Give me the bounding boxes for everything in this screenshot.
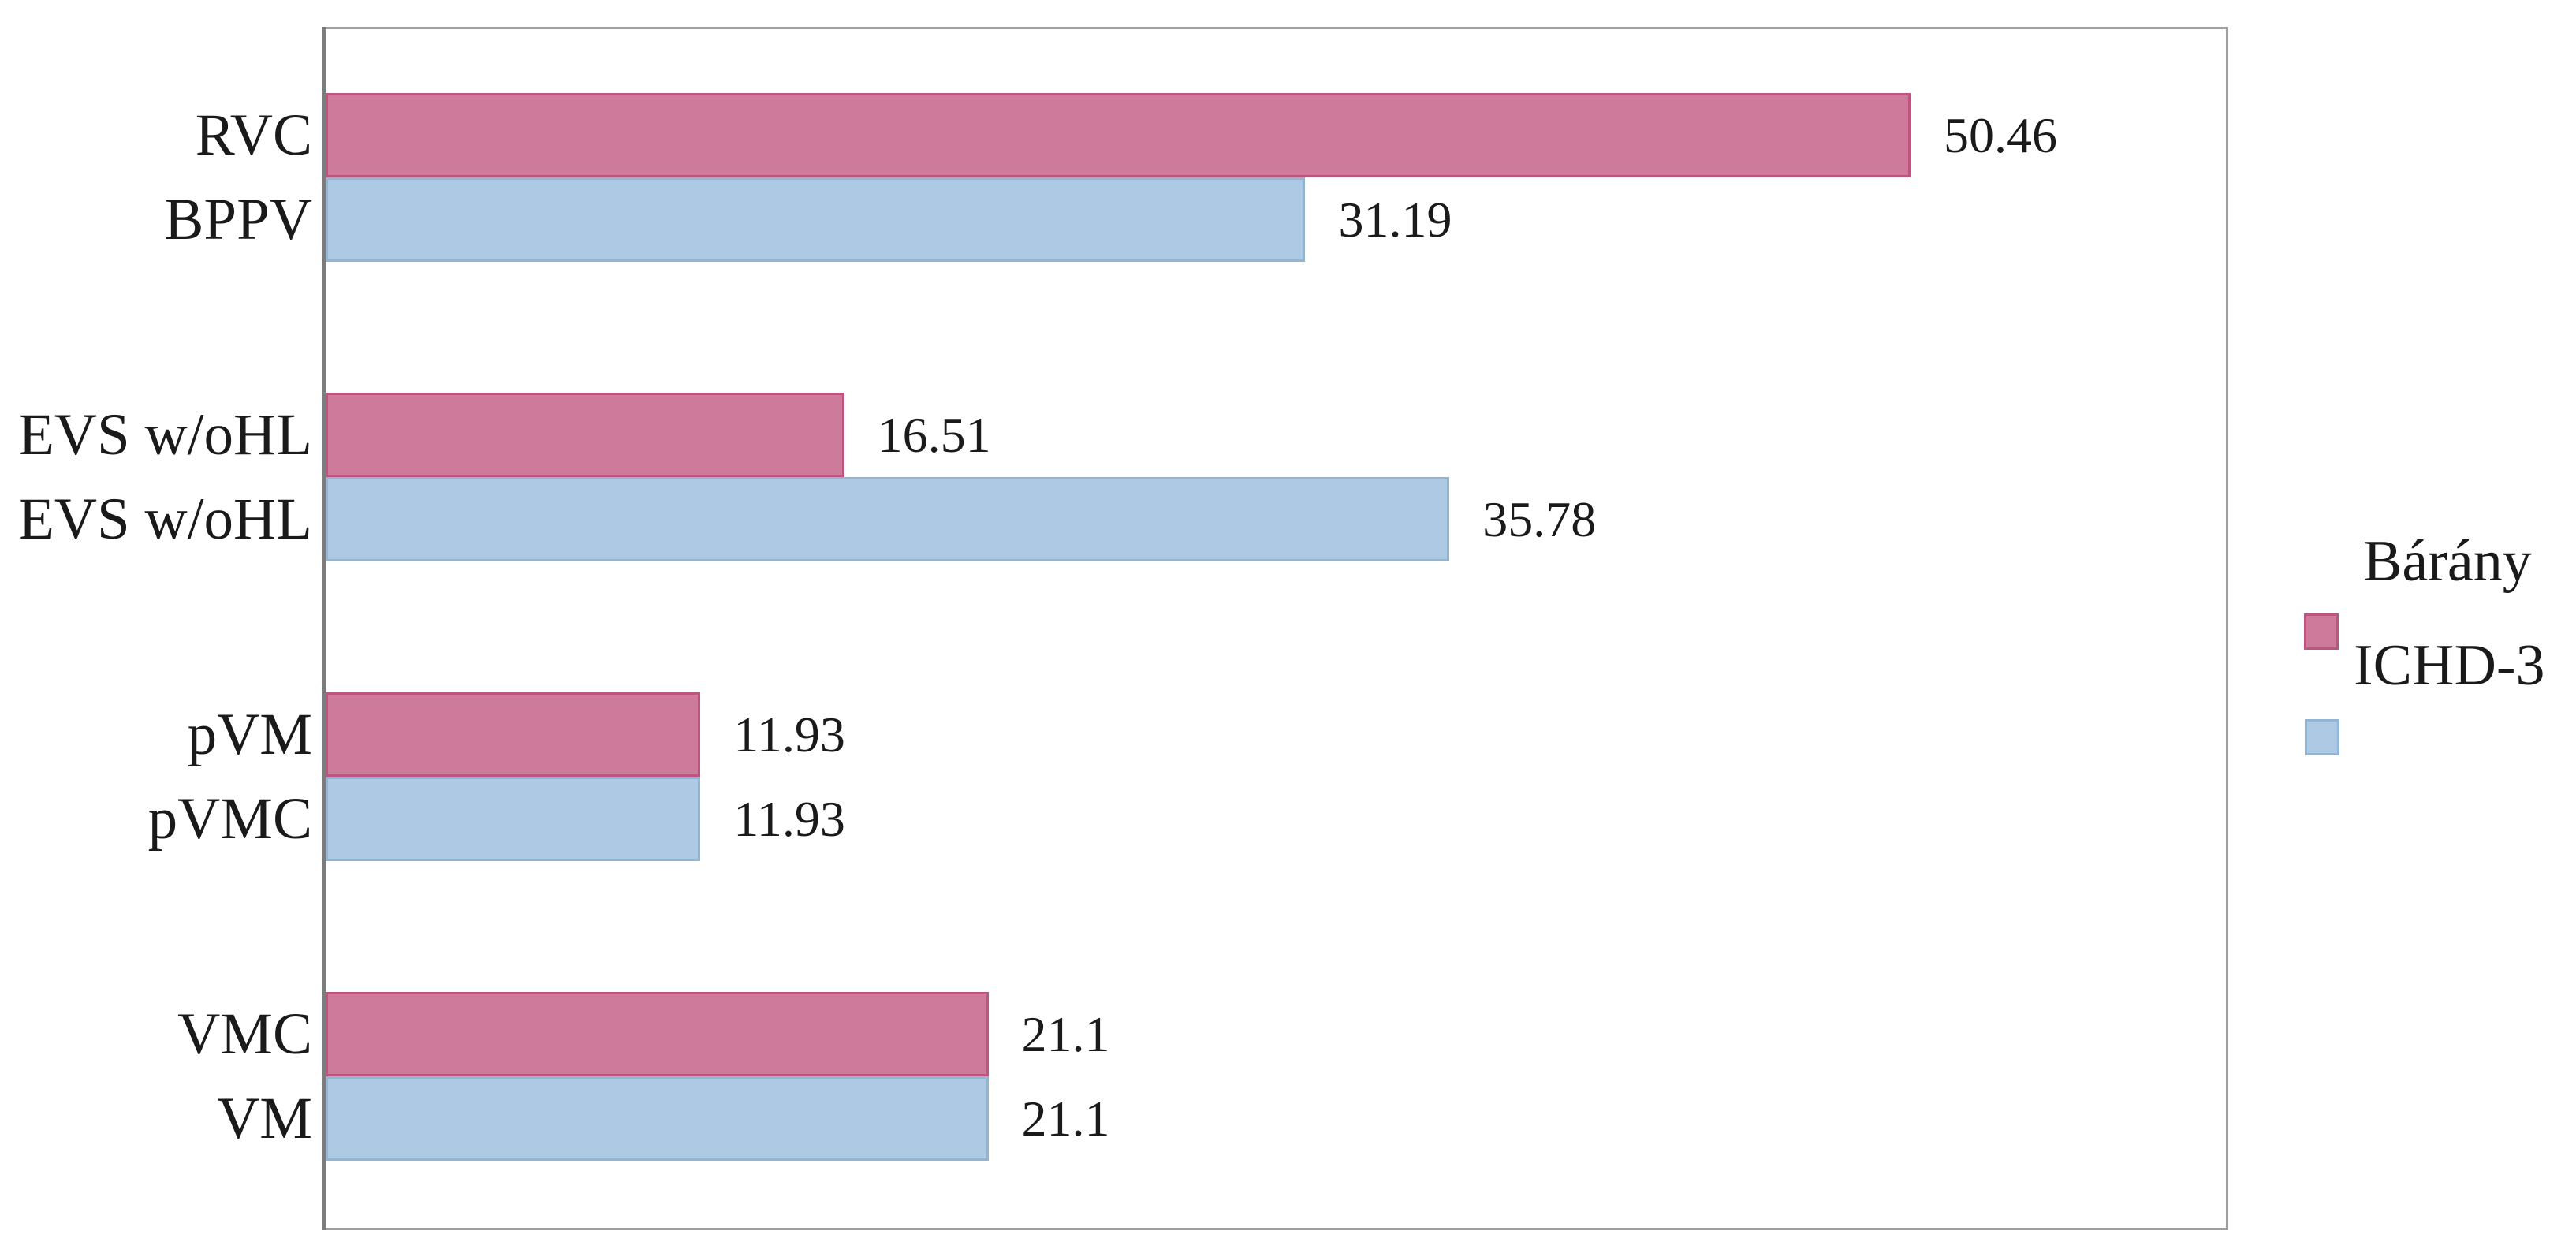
bar-row-bppv: 31.19 xyxy=(326,177,2226,262)
legend-swatch-ichd3 xyxy=(2304,613,2339,650)
value-label-pvmc: 11.93 xyxy=(733,790,845,847)
value-label-evs-wohl-ichd3: 16.51 xyxy=(877,406,991,463)
bar-row-evs-wohl-ichd3: 16.51 xyxy=(326,393,2226,477)
value-label-vm: 21.1 xyxy=(1021,1090,1110,1147)
bar-row-vm: 21.1 xyxy=(326,1076,2226,1161)
legend-label-barany: Bárány xyxy=(2363,529,2532,594)
bar-pvm-ichd3 xyxy=(326,692,701,777)
bar-vmc-ichd3 xyxy=(326,992,989,1076)
plot-area: 50.46 31.19 16.51 35.78 11.93 11.93 21.1 xyxy=(323,27,2228,1230)
bar-row-pvmc: 11.93 xyxy=(326,777,2226,861)
category-label-pvmc: pVMC xyxy=(147,786,312,852)
legend: Bárány ICHD-3 xyxy=(2302,529,2576,774)
bar-row-rvc: 50.46 xyxy=(326,93,2226,177)
category-label-vmc: VMC xyxy=(177,1001,312,1067)
bar-rvc-ichd3 xyxy=(326,93,1911,177)
y-axis-line xyxy=(322,27,326,1230)
bar-evs-wohl-barany xyxy=(326,477,1450,561)
value-label-evs-wohl-barany: 35.78 xyxy=(1482,490,1597,547)
value-label-vmc: 21.1 xyxy=(1021,1005,1110,1062)
bar-row-evs-wohl-barany: 35.78 xyxy=(326,477,2226,561)
value-label-rvc: 50.46 xyxy=(1944,106,2058,163)
legend-label-ichd3: ICHD-3 xyxy=(2354,633,2545,698)
bar-pvmc-barany xyxy=(326,777,701,861)
bar-evs-wohl-ichd3 xyxy=(326,393,844,477)
legend-swatch-barany xyxy=(2305,719,2339,755)
category-label-bppv: BPPV xyxy=(164,187,312,252)
category-label-evs-wohl-2: EVS w/oHL xyxy=(18,487,312,552)
category-label-vm: VM xyxy=(217,1086,312,1151)
bar-row-pvm: 11.93 xyxy=(326,692,2226,777)
category-label-rvc: RVC xyxy=(195,103,312,168)
category-label-evs-wohl-1: EVS w/oHL xyxy=(18,402,312,468)
value-label-bppv: 31.19 xyxy=(1338,191,1452,248)
bar-row-vmc: 21.1 xyxy=(326,992,2226,1076)
value-label-pvm: 11.93 xyxy=(733,706,845,763)
bar-bppv-barany xyxy=(326,177,1306,262)
category-label-pvm: pVM xyxy=(187,702,312,767)
bar-vm-barany xyxy=(326,1076,989,1161)
